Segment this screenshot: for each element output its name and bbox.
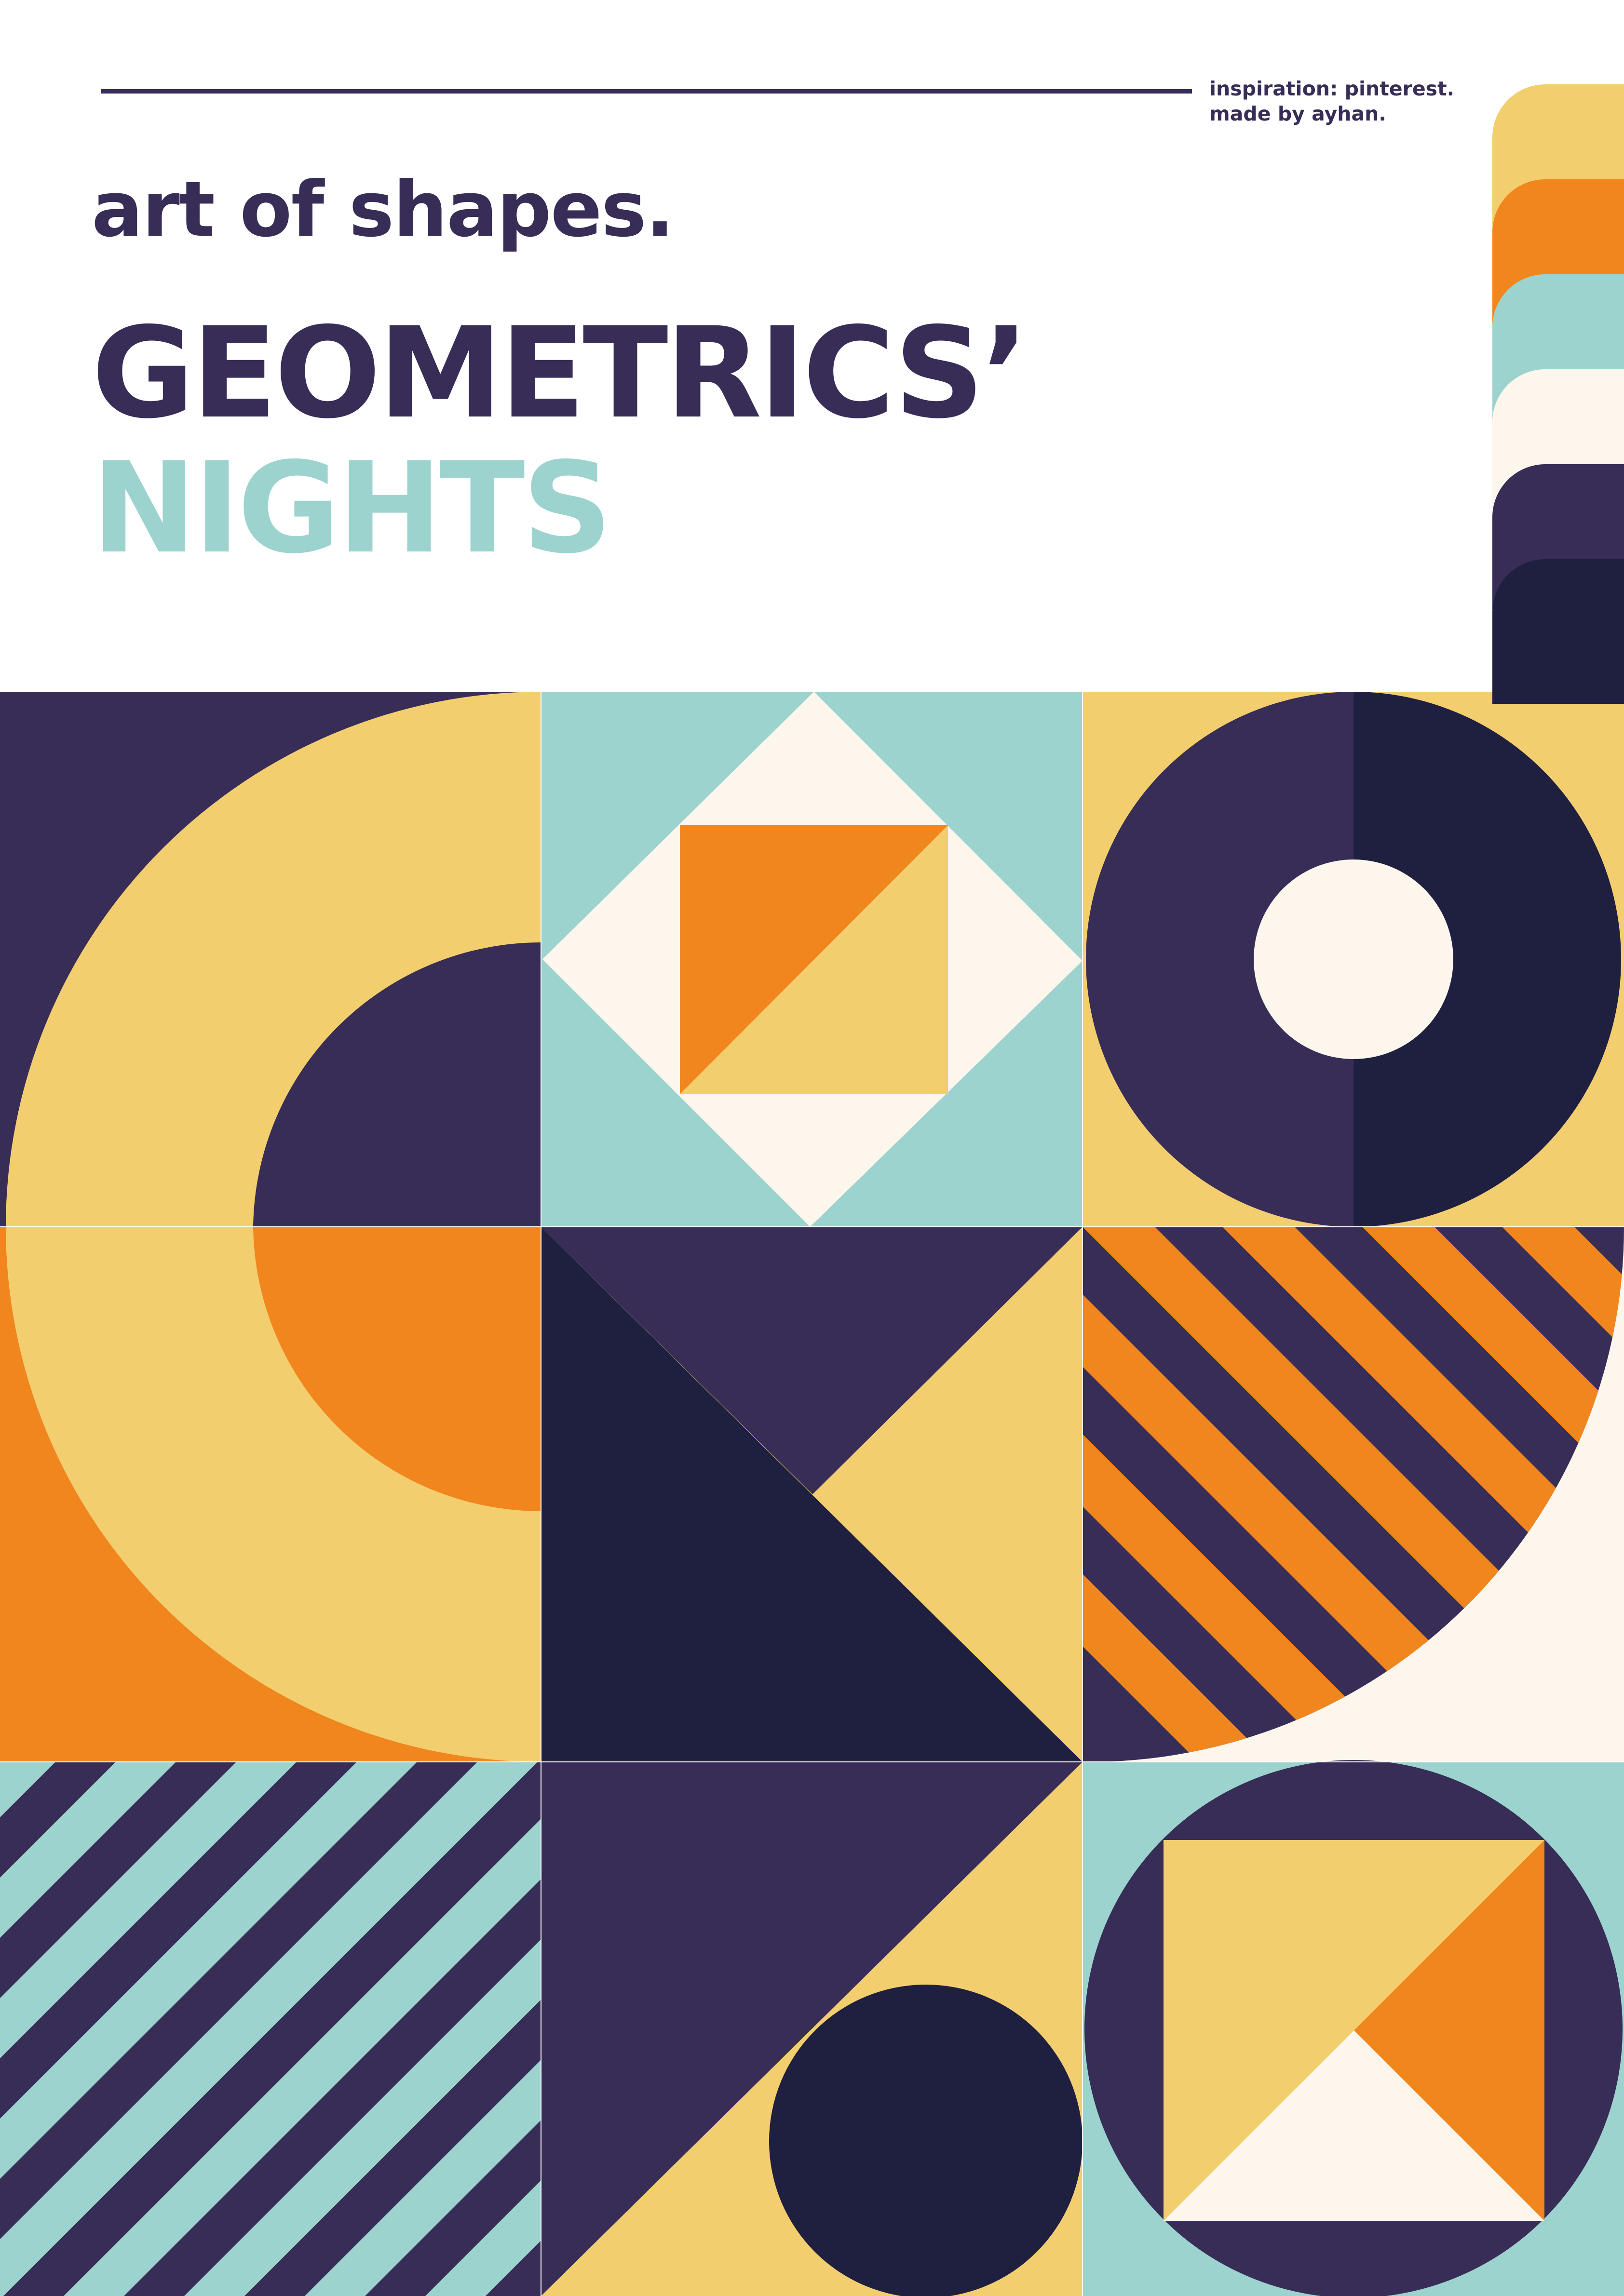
subtitle: art of shapes. (92, 165, 675, 254)
tile-arch-top (0, 692, 541, 1227)
teal-stripe (305, 2060, 541, 2296)
title-line-nights: NIGHTS (92, 436, 612, 581)
tile-diamond (541, 692, 1083, 1227)
yellow-triangle (680, 825, 948, 1094)
geometric-artwork (0, 692, 1624, 2296)
tile-donut (1083, 692, 1624, 1227)
navy-triangle (541, 1227, 1083, 1762)
orange-quarter-circle (253, 1227, 541, 1511)
teal-stripe (0, 1762, 176, 1938)
purple-quarter-circle (253, 942, 541, 1227)
purple-triangle (541, 1227, 1083, 1494)
tile-circle-triangle (541, 1762, 1083, 2296)
orange-triangle (1354, 1840, 1544, 2221)
teal-stripe (425, 2180, 541, 2296)
orange-stripe (1083, 1227, 1410, 1762)
cream-triangle (1164, 2030, 1544, 2221)
cream-center-circle (1254, 859, 1453, 1059)
navy-half-circle (1353, 692, 1621, 1227)
tile-arch-bottom (0, 1227, 541, 1762)
tile-stripes (0, 1762, 541, 2296)
tile-triangles (541, 1227, 1083, 1762)
header-rule (101, 89, 1192, 94)
teal-stripe (0, 1762, 297, 2058)
color-palette (1492, 84, 1624, 704)
teal-stripe (64, 1819, 541, 2296)
tile-circle-square (1083, 1760, 1624, 2296)
title-line-geometrics: GEOMETRICS’ (92, 301, 1029, 446)
navy-circle (769, 1985, 1083, 2296)
credit-text: inspiration: pinterest. made by ayhan. (1209, 76, 1454, 126)
teal-stripe (184, 1939, 541, 2296)
purple-half-circle (1086, 692, 1353, 1227)
purple-triangle (541, 1762, 1083, 2296)
teal-stripe (0, 1762, 55, 1817)
orange-stripe (1266, 1227, 1624, 1762)
teal-stripe (0, 1762, 417, 2179)
navy-swatch (1492, 559, 1624, 704)
tile-striped-quarter (1083, 1227, 1624, 1762)
teal-stripe (0, 1762, 538, 2296)
credit-line-inspiration: inspiration: pinterest. (1209, 77, 1455, 100)
credit-line-author: made by ayhan. (1209, 102, 1386, 125)
